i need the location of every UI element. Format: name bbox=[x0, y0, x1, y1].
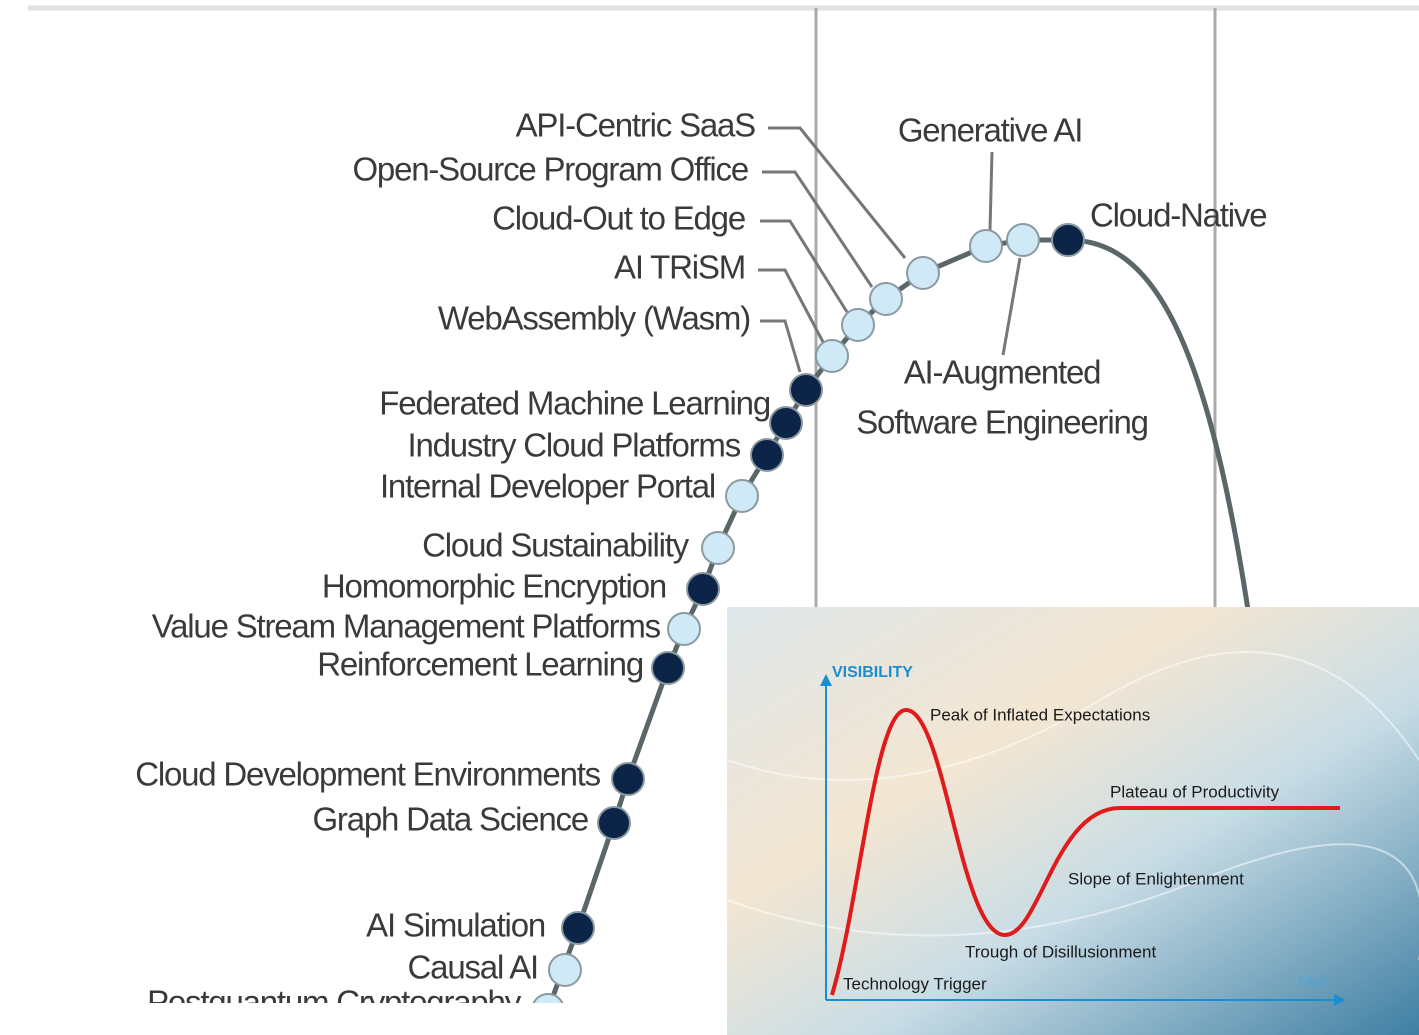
node-dot bbox=[969, 229, 1003, 263]
node-dot bbox=[1051, 223, 1085, 257]
leader-line bbox=[760, 319, 802, 373]
axis-arrow bbox=[1334, 994, 1346, 1006]
node-label: Open-Source Program Office bbox=[352, 151, 748, 188]
node-label: Value Stream Management Platforms bbox=[152, 608, 661, 645]
node-label: Graph Data Science bbox=[312, 801, 588, 838]
phase-label: Peak of Inflated Expectations bbox=[930, 705, 1150, 724]
node-dot bbox=[750, 438, 784, 472]
node-label: Causal AI bbox=[408, 949, 538, 986]
node-label: Cloud Sustainability bbox=[422, 527, 690, 564]
node-dot bbox=[548, 953, 582, 987]
x-axis-label: TIME bbox=[1297, 974, 1328, 989]
inset-background bbox=[727, 607, 1419, 1035]
node-label: Industry Cloud Platforms bbox=[407, 427, 740, 464]
node-label: Internal Developer Portal bbox=[380, 468, 715, 505]
node-label: Cloud-Native bbox=[1090, 197, 1266, 234]
node-label: AI TRiSM bbox=[614, 249, 745, 286]
node-dot bbox=[611, 762, 645, 796]
node-label: Postquantum Cryptography bbox=[147, 984, 522, 1021]
hype-curve-zoom: API-Centric SaaS Open-Source Program Offi… bbox=[135, 107, 1268, 1021]
decor bbox=[726, 651, 1419, 781]
axis-arrow bbox=[820, 674, 832, 686]
phase-label: Slope of Enlightenment bbox=[1068, 869, 1244, 888]
node-label: WebAssembly (Wasm) bbox=[438, 300, 750, 337]
leader-line bbox=[768, 126, 907, 259]
node-label: Software Engineering bbox=[856, 404, 1148, 441]
node-label: Cloud Development Environments bbox=[135, 756, 600, 793]
decor bbox=[726, 843, 1419, 960]
hype-curve bbox=[830, 707, 1340, 996]
y-axis-label: VISIBILITY bbox=[832, 664, 913, 681]
leader-line bbox=[988, 151, 994, 231]
node-label: API-Centric SaaS bbox=[516, 107, 756, 144]
node-dot bbox=[532, 993, 564, 1003]
node-label: Federated Machine Learning bbox=[379, 385, 770, 422]
node-label: AI Simulation bbox=[366, 907, 545, 944]
node-label: Homomorphic Encryption bbox=[322, 568, 666, 605]
phase-label: Technology Trigger bbox=[843, 974, 987, 993]
node-dot bbox=[686, 572, 720, 606]
node-label: Reinforcement Learning bbox=[317, 646, 643, 683]
node-dot bbox=[869, 282, 903, 316]
node-label: Generative AI bbox=[898, 112, 1082, 149]
leader-line bbox=[1001, 257, 1022, 356]
node-dot bbox=[769, 406, 803, 440]
inset-image: VISIBILITY TIME Technology Trigger Peak o… bbox=[726, 607, 1419, 1035]
node-dot bbox=[789, 373, 823, 407]
leader-line bbox=[760, 219, 849, 313]
node-label: Cloud-Out to Edge bbox=[492, 200, 745, 237]
node-dot bbox=[841, 308, 875, 342]
node-dot bbox=[651, 651, 685, 685]
node-dot bbox=[906, 256, 940, 290]
node-dot bbox=[701, 531, 735, 565]
phase-label: Trough of Disillusionment bbox=[965, 942, 1156, 961]
node-dot bbox=[561, 911, 595, 945]
node-dot bbox=[815, 339, 849, 373]
node-dot bbox=[725, 479, 759, 513]
node-dot bbox=[1006, 223, 1040, 257]
node-dot bbox=[597, 806, 631, 840]
phase-label: Plateau of Productivity bbox=[1110, 782, 1280, 801]
node-label: AI-Augmented bbox=[904, 354, 1101, 391]
leader-line bbox=[758, 268, 825, 343]
node-dot bbox=[667, 612, 701, 646]
leader-line bbox=[762, 170, 874, 288]
